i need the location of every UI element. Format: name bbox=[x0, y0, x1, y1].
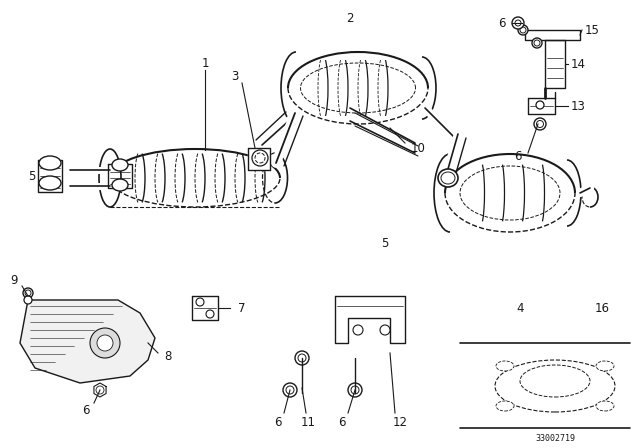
Text: 11: 11 bbox=[301, 415, 316, 428]
Polygon shape bbox=[545, 40, 565, 88]
Circle shape bbox=[90, 328, 120, 358]
Text: 1: 1 bbox=[201, 56, 209, 69]
Text: 5: 5 bbox=[381, 237, 388, 250]
Ellipse shape bbox=[596, 401, 614, 411]
Text: 16: 16 bbox=[595, 302, 609, 314]
Circle shape bbox=[23, 288, 33, 298]
Polygon shape bbox=[20, 300, 155, 383]
Circle shape bbox=[380, 325, 390, 335]
Ellipse shape bbox=[596, 361, 614, 371]
Text: 5: 5 bbox=[28, 169, 36, 182]
Text: 14: 14 bbox=[570, 57, 586, 70]
Circle shape bbox=[206, 310, 214, 318]
Text: 6: 6 bbox=[499, 17, 506, 30]
Circle shape bbox=[298, 354, 306, 362]
Circle shape bbox=[518, 25, 528, 35]
Polygon shape bbox=[108, 164, 132, 188]
Text: 10: 10 bbox=[411, 142, 426, 155]
Text: 2: 2 bbox=[346, 12, 354, 25]
Circle shape bbox=[295, 351, 309, 365]
Text: 15: 15 bbox=[584, 23, 600, 36]
Ellipse shape bbox=[39, 156, 61, 170]
Text: 6: 6 bbox=[83, 404, 90, 417]
Circle shape bbox=[520, 27, 526, 33]
Text: 3: 3 bbox=[231, 69, 239, 82]
Polygon shape bbox=[94, 383, 106, 397]
Polygon shape bbox=[528, 98, 555, 114]
Ellipse shape bbox=[252, 150, 268, 166]
Circle shape bbox=[196, 298, 204, 306]
Ellipse shape bbox=[496, 361, 514, 371]
Ellipse shape bbox=[255, 153, 265, 163]
Ellipse shape bbox=[438, 169, 458, 187]
Polygon shape bbox=[525, 30, 580, 40]
Ellipse shape bbox=[520, 365, 590, 397]
Circle shape bbox=[515, 20, 521, 26]
Polygon shape bbox=[335, 296, 405, 343]
Circle shape bbox=[512, 17, 524, 29]
Circle shape bbox=[97, 335, 113, 351]
Circle shape bbox=[536, 121, 543, 128]
Text: 33002719: 33002719 bbox=[535, 434, 575, 443]
Circle shape bbox=[96, 386, 104, 394]
Text: 13: 13 bbox=[571, 99, 586, 112]
Ellipse shape bbox=[112, 179, 128, 191]
Text: 4: 4 bbox=[516, 302, 524, 314]
Text: 6: 6 bbox=[339, 415, 346, 428]
Text: 9: 9 bbox=[10, 273, 18, 287]
Text: 7: 7 bbox=[238, 302, 246, 314]
Circle shape bbox=[286, 386, 294, 394]
Ellipse shape bbox=[496, 401, 514, 411]
Circle shape bbox=[353, 325, 363, 335]
Circle shape bbox=[25, 290, 31, 296]
Ellipse shape bbox=[441, 172, 455, 184]
Text: 6: 6 bbox=[275, 415, 282, 428]
Circle shape bbox=[24, 296, 32, 304]
Ellipse shape bbox=[99, 149, 121, 207]
Text: 8: 8 bbox=[164, 349, 172, 362]
Polygon shape bbox=[38, 160, 62, 192]
Circle shape bbox=[532, 38, 542, 48]
Circle shape bbox=[534, 40, 540, 46]
Polygon shape bbox=[248, 148, 270, 170]
Circle shape bbox=[348, 383, 362, 397]
Ellipse shape bbox=[112, 159, 128, 171]
Circle shape bbox=[536, 101, 544, 109]
Polygon shape bbox=[192, 296, 218, 320]
Circle shape bbox=[351, 386, 359, 394]
Circle shape bbox=[283, 383, 297, 397]
Ellipse shape bbox=[39, 176, 61, 190]
Text: 12: 12 bbox=[392, 415, 408, 428]
Text: 6: 6 bbox=[515, 150, 522, 163]
Ellipse shape bbox=[495, 360, 615, 412]
Circle shape bbox=[534, 118, 546, 130]
